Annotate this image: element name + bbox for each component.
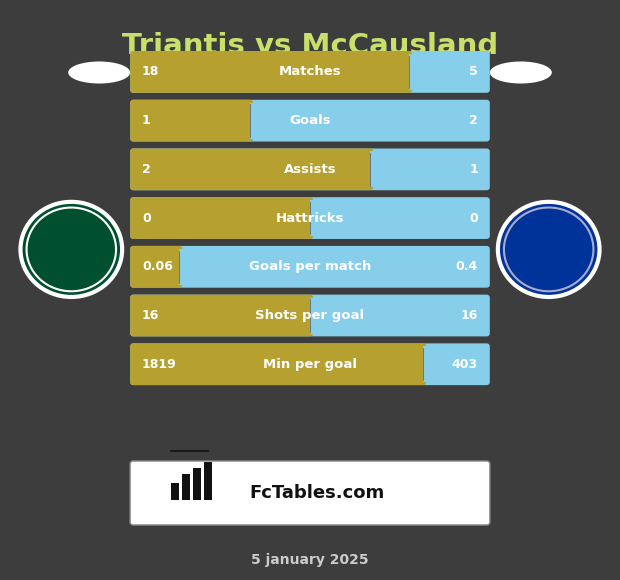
Text: 5 january 2025: 5 january 2025 [251, 553, 369, 567]
Ellipse shape [68, 61, 130, 84]
Text: FcTables.com: FcTables.com [249, 484, 384, 502]
Text: 18: 18 [142, 66, 159, 78]
Bar [370, 151, 487, 187]
Bar [182, 474, 190, 500]
Bar [170, 483, 179, 500]
Text: Matches: Matches [278, 66, 342, 78]
Bar [250, 103, 487, 139]
Text: 0.4: 0.4 [456, 260, 478, 273]
FancyBboxPatch shape [130, 246, 490, 288]
FancyBboxPatch shape [130, 197, 313, 239]
FancyBboxPatch shape [130, 100, 253, 142]
FancyBboxPatch shape [130, 51, 412, 93]
Text: 16: 16 [142, 309, 159, 322]
Text: 1: 1 [142, 114, 151, 127]
Text: Min per goal: Min per goal [263, 358, 357, 371]
Text: 0: 0 [142, 212, 151, 224]
FancyBboxPatch shape [130, 148, 373, 190]
Text: Triantis vs McCausland: Triantis vs McCausland [122, 32, 498, 60]
Bar [193, 468, 201, 500]
Text: 1: 1 [469, 163, 478, 176]
Bar [204, 462, 212, 500]
FancyBboxPatch shape [130, 461, 490, 525]
Text: Club competitions, Season 2024/2025: Club competitions, Season 2024/2025 [183, 61, 437, 74]
Text: Shots per goal: Shots per goal [255, 309, 365, 322]
Circle shape [20, 202, 122, 297]
Text: 16: 16 [461, 309, 478, 322]
FancyBboxPatch shape [130, 295, 490, 336]
Text: 0: 0 [469, 212, 478, 224]
Text: Assists: Assists [284, 163, 336, 176]
FancyBboxPatch shape [130, 148, 490, 190]
Circle shape [498, 202, 600, 297]
Bar [409, 54, 487, 90]
FancyBboxPatch shape [130, 246, 182, 288]
FancyBboxPatch shape [130, 343, 490, 385]
FancyBboxPatch shape [130, 197, 490, 239]
Text: 2: 2 [469, 114, 478, 127]
Text: 1819: 1819 [142, 358, 177, 371]
FancyBboxPatch shape [130, 51, 490, 93]
Text: Goals per match: Goals per match [249, 260, 371, 273]
Text: 5: 5 [469, 66, 478, 78]
Text: 0.06: 0.06 [142, 260, 173, 273]
Text: 2: 2 [142, 163, 151, 176]
Text: 403: 403 [452, 358, 478, 371]
Text: Goals: Goals [289, 114, 331, 127]
Bar [310, 298, 487, 334]
Bar [179, 249, 487, 285]
FancyBboxPatch shape [130, 343, 426, 385]
Circle shape [507, 211, 590, 288]
Circle shape [30, 211, 113, 288]
Ellipse shape [490, 61, 552, 84]
FancyBboxPatch shape [130, 295, 313, 336]
Text: Hattricks: Hattricks [276, 212, 344, 224]
FancyBboxPatch shape [130, 100, 490, 142]
Bar [310, 200, 487, 236]
Bar [423, 346, 487, 382]
